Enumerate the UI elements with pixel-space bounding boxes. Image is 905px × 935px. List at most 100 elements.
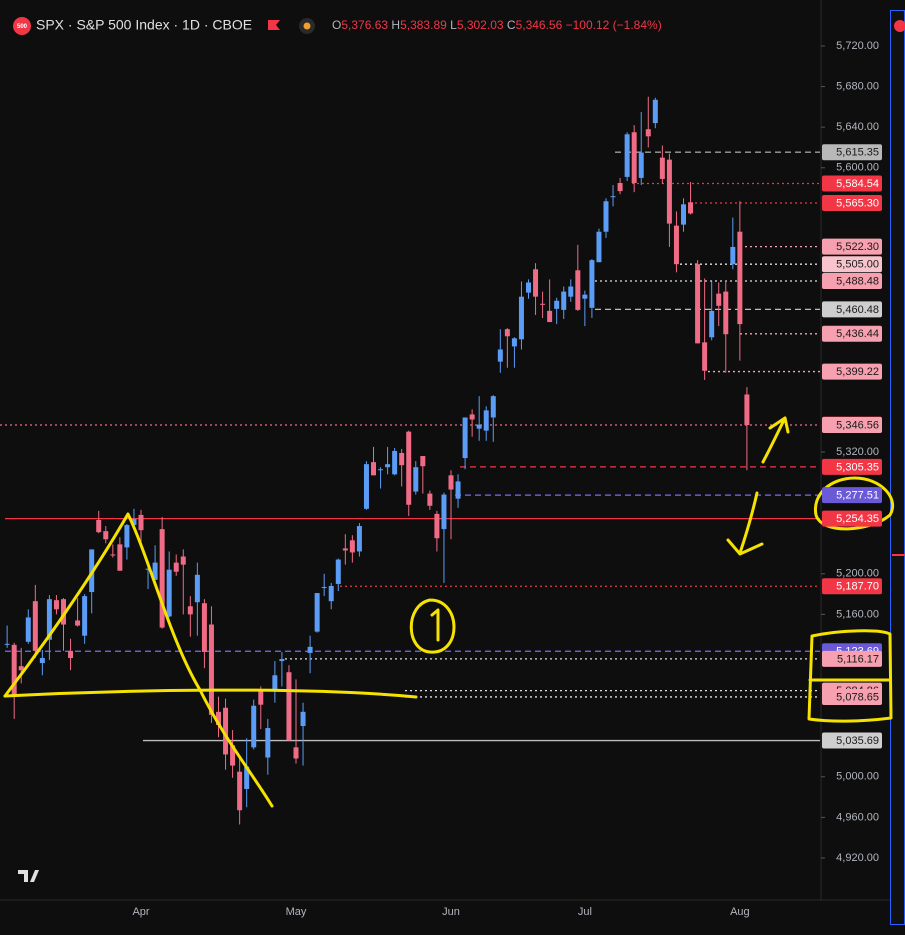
candle-body — [624, 134, 630, 177]
candle-body — [103, 531, 109, 540]
triangle-drawing — [3, 512, 274, 808]
price-label: 5,035.69 — [836, 735, 879, 747]
price-label: 5,505.00 — [836, 259, 879, 271]
price-label-bg — [822, 458, 882, 475]
down-arrow-drawing — [726, 491, 764, 556]
candle-body — [152, 562, 158, 580]
ohlc-letter: C — [507, 18, 516, 32]
price-label: 5,277.51 — [836, 490, 879, 502]
number-one-drawing — [430, 608, 440, 642]
candle-body — [371, 462, 376, 476]
y-tick-label: 5,720.00 — [836, 40, 879, 52]
candle-body — [448, 475, 454, 490]
candle-body — [413, 467, 419, 492]
candle-body — [300, 711, 306, 727]
candle-body — [617, 183, 623, 192]
candle-body — [490, 396, 496, 418]
candle-body — [251, 705, 257, 748]
up-arrow-drawing — [761, 416, 790, 464]
candle-body — [561, 291, 567, 310]
side-icon — [894, 20, 905, 32]
candle-body — [328, 585, 334, 602]
logo-text: 500 — [17, 24, 28, 30]
candle-body — [378, 469, 384, 471]
candle-body — [603, 201, 609, 232]
candle-body — [666, 159, 672, 224]
candle-body — [427, 493, 433, 506]
price-label: 5,346.56 — [836, 419, 879, 431]
candle-body — [434, 513, 440, 539]
candle-body — [737, 231, 743, 325]
x-tick-label: Apr — [132, 906, 149, 918]
price-label-bg — [822, 510, 882, 527]
candle-body — [385, 464, 391, 468]
candle-body — [46, 599, 52, 640]
status-dot — [303, 22, 311, 30]
candle-body — [709, 310, 715, 338]
candle-body — [223, 707, 229, 755]
candle-body — [575, 270, 581, 310]
candle-body — [342, 548, 348, 551]
candle-body — [53, 600, 59, 610]
price-label-bg — [822, 732, 882, 749]
chart-title: SPX · S&P 500 Index · 1D · CBOE — [36, 17, 252, 33]
candle-body — [356, 526, 362, 552]
price-label: 5,187.70 — [836, 581, 879, 593]
price-label-bg — [822, 487, 882, 504]
candle-body — [462, 417, 468, 459]
candle-body — [39, 658, 45, 664]
flag-icon[interactable] — [268, 20, 280, 30]
candle-body — [540, 303, 546, 305]
price-label: 5,305.35 — [836, 461, 879, 473]
ohlc-letter: O — [332, 18, 341, 32]
candle-body — [596, 231, 602, 263]
candle-body — [230, 745, 236, 766]
price-label: 5,078.65 — [836, 691, 879, 703]
price-label-bg — [822, 363, 882, 380]
candle-body — [272, 675, 278, 692]
candle-body — [526, 282, 531, 293]
price-label: 5,584.54 — [836, 178, 879, 190]
candle-body — [455, 481, 461, 499]
price-label: 5,615.35 — [836, 147, 879, 159]
candle-body — [469, 414, 475, 420]
y-tick-label: 5,000.00 — [836, 771, 879, 783]
y-tick-label: 5,680.00 — [836, 80, 879, 92]
candle-body — [61, 599, 66, 625]
candle-body — [363, 464, 369, 509]
candle-body — [18, 666, 24, 671]
price-label-bg — [822, 194, 882, 211]
candle-body — [695, 264, 701, 344]
candle-body — [307, 646, 313, 653]
box-drawing — [807, 629, 893, 723]
baseline-drawing — [3, 688, 418, 699]
price-label: 5,399.22 — [836, 366, 879, 378]
candle-body — [68, 650, 74, 659]
candle-body — [420, 456, 426, 467]
candle-body — [314, 593, 320, 632]
candle-body — [187, 606, 193, 615]
ohlc-text: O5,376.63 H5,383.89 L5,302.03 C5,346.56 … — [332, 18, 662, 32]
candle-body — [32, 601, 38, 651]
candle-body — [497, 349, 503, 362]
ohlc-value: 5,383.89 — [400, 18, 447, 32]
candle-body — [673, 225, 679, 265]
candle-body — [638, 152, 644, 178]
annotations — [3, 416, 894, 808]
y-tick-label: 5,600.00 — [836, 162, 879, 174]
candle-body — [11, 644, 17, 697]
candle-body — [631, 132, 637, 184]
candle-body — [117, 544, 123, 571]
price-label-bg — [822, 688, 882, 705]
candle-body — [265, 728, 271, 758]
candle-body — [504, 329, 510, 337]
price-label-bg — [822, 144, 882, 161]
ohlc-change: −100.12 (−1.84%) — [566, 18, 662, 32]
candle-body — [730, 246, 736, 265]
candle-body — [349, 540, 355, 553]
price-label-bg — [822, 256, 882, 273]
candle-body — [568, 286, 574, 297]
candle-body — [25, 617, 31, 642]
